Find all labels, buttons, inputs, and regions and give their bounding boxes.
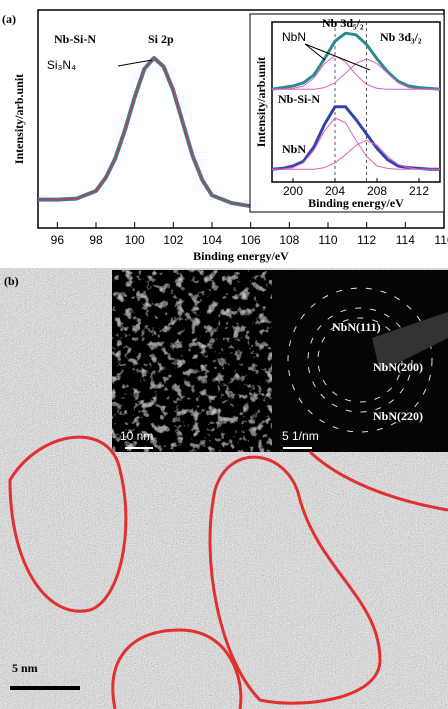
annotation: Si 2p (148, 32, 174, 46)
x-tick-label: 102 (163, 233, 183, 247)
data-line (272, 58, 440, 90)
x-axis-label: Binding energy/eV (193, 249, 289, 263)
data-line (272, 139, 440, 170)
panel-label: (a) (2, 12, 16, 26)
annotation: Nb-Si-N (278, 92, 320, 106)
y-axis-label: Intensity/arb.unit (254, 57, 268, 147)
x-tick-label: 110 (318, 233, 337, 247)
x-tick-label: 100 (125, 233, 145, 247)
x-tick-label: 108 (279, 233, 299, 247)
annotation: Si₃N₄ (47, 58, 76, 72)
panel-label: (b) (4, 274, 19, 288)
dark-field-image (112, 270, 272, 452)
annotation: Nb 3d₃/₂ (380, 30, 422, 44)
beam-stop (372, 312, 448, 372)
x-tick-label: 204 (325, 184, 345, 198)
ring-label: NbN(200) (373, 360, 423, 374)
x-tick-label: 104 (202, 233, 222, 247)
x-tick-label: 208 (367, 184, 387, 198)
scale-label: 10 nm (120, 429, 153, 443)
annotation-arrow (304, 43, 371, 71)
x-tick-label: 116 (434, 233, 448, 247)
ring-label: NbN(220) (373, 409, 423, 423)
x-tick-label: 106 (241, 233, 261, 247)
annotation-arrow (117, 59, 153, 67)
x-tick-label: 200 (283, 184, 303, 198)
data-line (272, 55, 440, 90)
x-tick-label: 96 (51, 233, 65, 247)
x-tick-label: 98 (89, 233, 103, 247)
ring-label: NbN(111) (332, 320, 381, 334)
x-tick-label: 212 (409, 184, 429, 198)
chart: 200 204 208 212 Binding energy/eV Intensity/a… (249, 13, 445, 213)
plot-frame (271, 21, 441, 183)
data-line (271, 31, 441, 91)
x-tick-label: 112 (357, 233, 376, 247)
panel-b: (b) 10 nm 5 1/nm 5 nm NbN(111) NbN(200) … (0, 268, 448, 709)
data-line (272, 117, 440, 170)
diffraction-image (272, 270, 448, 452)
inset-frame (249, 13, 445, 213)
y-axis-label: Intensity/arb.unit (12, 74, 26, 164)
annotation: Nb-Si-N (54, 32, 96, 46)
scale-label: 5 1/nm (282, 429, 319, 443)
annotation: NbN (282, 30, 306, 44)
x-tick-label: 114 (396, 233, 415, 247)
annotation: Nb 3d₅/₂ (322, 16, 364, 30)
grain-outlines (8, 435, 448, 709)
annotation: NbN (282, 142, 306, 156)
x-axis-label: Binding energy/eV (308, 196, 404, 210)
scale-label: 5 nm (12, 661, 38, 675)
annotation-arrow (304, 43, 326, 61)
